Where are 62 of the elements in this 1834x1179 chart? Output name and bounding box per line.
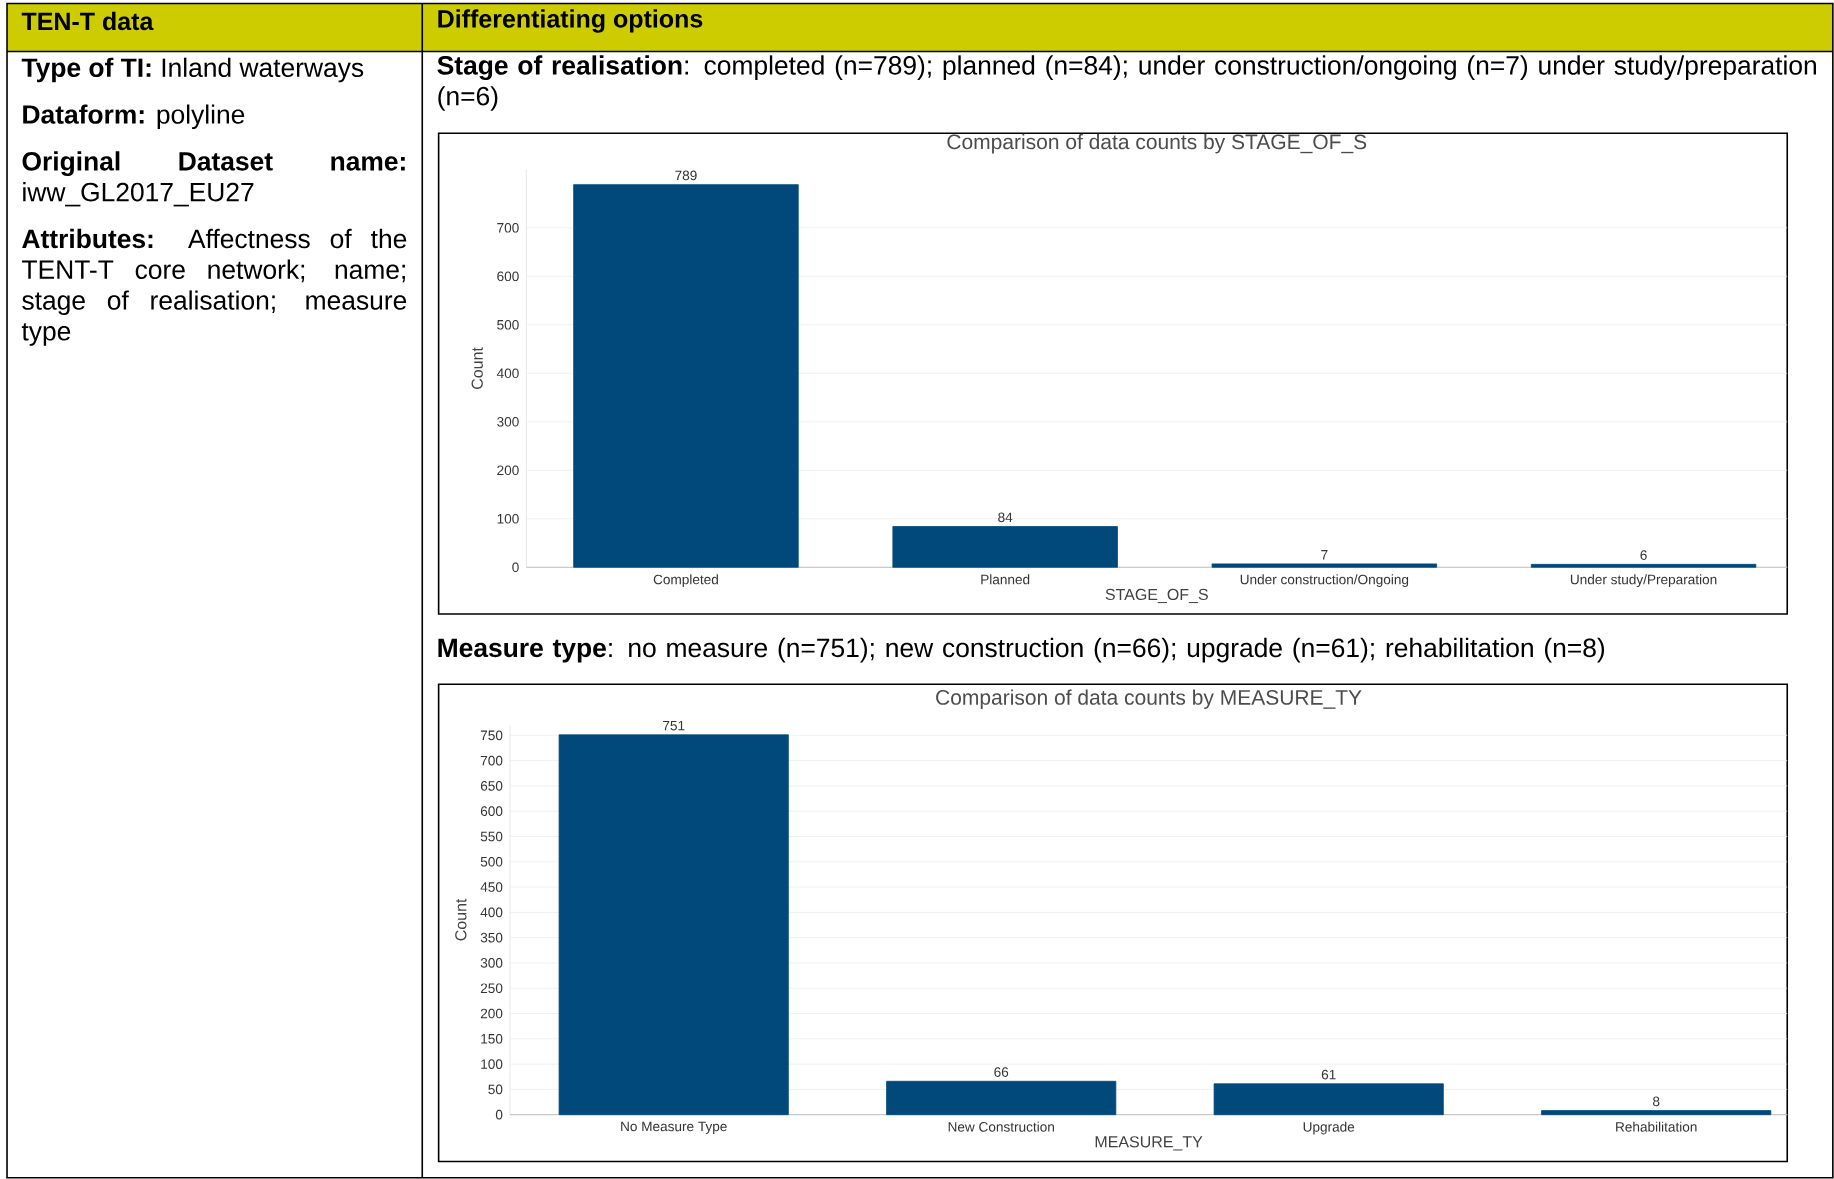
y-tick-label: 750 <box>480 730 503 741</box>
y-tick-label: 350 <box>480 932 503 943</box>
y-axis-title: Count <box>471 347 483 389</box>
y-tick-label: 50 <box>488 1084 503 1095</box>
text: Dataform: polyline <box>23 104 245 130</box>
chart-title: Comparison of data counts by MEASURE_TY <box>936 689 1362 709</box>
x-tick-label: Planned <box>981 574 1030 585</box>
y-tick-label: 400 <box>496 368 519 379</box>
x-tick-label: Rehabilitation <box>1616 1121 1697 1132</box>
y-tick-label: 400 <box>480 907 503 918</box>
y-tick-label: 200 <box>480 1008 503 1019</box>
x-tick-label: No Measure Type <box>621 1121 727 1134</box>
text: TEN-T data <box>21 11 154 31</box>
text: Original Dataset name: iww_GL2017_EU27 <box>22 151 405 207</box>
y-tick-label: 0 <box>495 1109 503 1120</box>
text: Measure type: no measure (n=751); new construction (n=66); upgrade (n=61); rehabilitation (n=8) <box>438 637 1605 663</box>
y-tick-label: 150 <box>481 1033 503 1044</box>
data-label: 6 <box>1640 550 1647 560</box>
text: Stage of realisation: completed (n=789); planned (n=84); under construction/ongoing (n=7) under study/preparation (n=6) <box>437 55 1816 111</box>
y-tick-label: 200 <box>497 465 519 476</box>
y-tick-label: 250 <box>480 983 503 994</box>
x-tick-label: New Construction <box>948 1121 1054 1132</box>
data-label: 61 <box>1321 1069 1336 1080</box>
chart-title: Comparison of data counts by STAGE_OF_S <box>947 133 1367 154</box>
text: Type of TI: Inland waterways <box>21 57 364 83</box>
text: Attributes: Affectness of the TENT-T core network; name; stage of realisation; measure type <box>21 228 407 346</box>
y-tick-label: 700 <box>480 755 503 766</box>
x-tick-label: Completed <box>653 574 718 588</box>
bar <box>1213 1083 1444 1116</box>
data-label: 66 <box>994 1067 1009 1077</box>
y-tick-label: 500 <box>497 319 519 330</box>
bar <box>558 734 789 1116</box>
bar <box>573 184 799 568</box>
data-label: 7 <box>1321 550 1328 560</box>
y-tick-label: 100 <box>497 513 519 524</box>
x-axis-title: MEASURE_TY <box>1095 1136 1203 1151</box>
x-tick-label: Under construction/Ongoing <box>1240 574 1409 588</box>
y-axis-title: Count <box>455 898 467 941</box>
bar <box>1211 563 1438 568</box>
x-tick-label: Under study/Preparation <box>1570 574 1717 588</box>
y-tick-label: 300 <box>497 416 519 427</box>
data-label: 751 <box>663 720 685 731</box>
x-axis-title: STAGE_OF_S <box>1105 588 1208 604</box>
bar <box>1541 1110 1772 1116</box>
y-tick-label: 100 <box>481 1059 503 1069</box>
y-tick-label: 450 <box>480 882 503 892</box>
y-tick-label: 550 <box>480 831 503 842</box>
y-tick-label: 300 <box>480 958 503 968</box>
data-label: 789 <box>675 170 697 181</box>
text: Differentiating options <box>438 9 703 33</box>
y-tick-label: 600 <box>497 271 519 282</box>
y-tick-label: 500 <box>480 856 503 867</box>
y-tick-label: 700 <box>497 222 519 233</box>
y-tick-label: 600 <box>480 806 503 816</box>
data-label: 8 <box>1653 1096 1660 1107</box>
y-tick-label: 650 <box>480 781 503 791</box>
bar <box>892 526 1118 568</box>
x-tick-label: Upgrade <box>1303 1121 1355 1135</box>
bar <box>1530 563 1757 568</box>
y-tick-label: 0 <box>512 562 519 573</box>
bar <box>886 1080 1117 1116</box>
data-label: 84 <box>998 512 1013 523</box>
